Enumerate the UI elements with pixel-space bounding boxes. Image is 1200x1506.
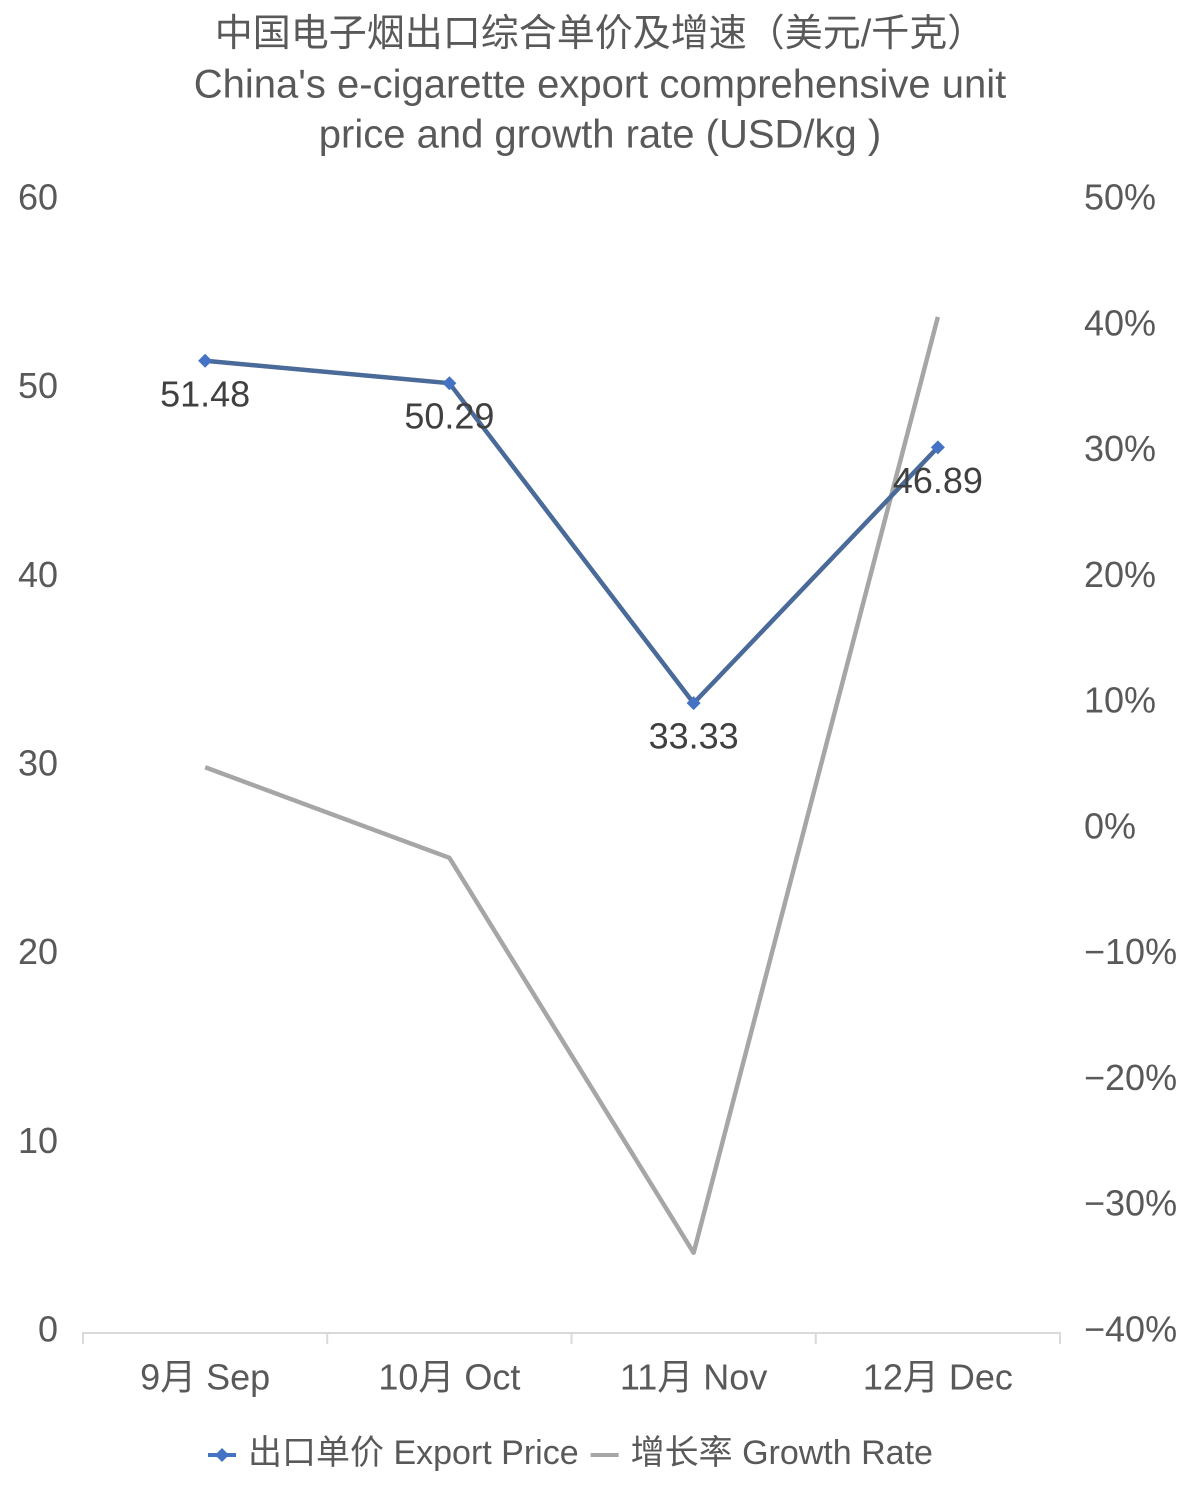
- marker: [686, 696, 701, 711]
- marker: [930, 440, 945, 455]
- y-tick-label: 10: [18, 1120, 58, 1161]
- x-tick-label: 11月 Nov: [620, 1357, 767, 1398]
- y-tick-label: 40: [18, 554, 58, 595]
- chart-title: 中国电子烟出口综合单价及增速（美元/千克）: [215, 13, 986, 55]
- chart-title: price and growth rate (USD/kg ): [319, 113, 881, 157]
- legend-marker: [215, 1448, 229, 1462]
- y-tick-label: 0: [38, 1309, 58, 1350]
- x-tick-label: 12月 Dec: [863, 1357, 1013, 1398]
- x-tick-label: 10月 Oct: [378, 1357, 520, 1398]
- y2-tick-label: 30%: [1084, 428, 1156, 469]
- y2-tick-label: −30%: [1084, 1183, 1177, 1224]
- data-label: 51.48: [160, 373, 250, 414]
- y2-tick-label: 50%: [1084, 177, 1156, 218]
- y2-tick-label: −20%: [1084, 1057, 1177, 1098]
- x-tick-label: 9月 Sep: [140, 1357, 270, 1398]
- data-label: 50.29: [404, 396, 494, 437]
- legend-label: 出口单价 Export Price: [248, 1434, 579, 1472]
- chart-title: China's e-cigarette export comprehensive…: [194, 63, 1007, 107]
- marker: [442, 376, 457, 391]
- y-tick-label: 50: [18, 365, 58, 406]
- y2-tick-label: 40%: [1084, 302, 1156, 343]
- marker: [198, 353, 213, 368]
- data-label: 46.89: [893, 460, 983, 501]
- series-line: [204, 316, 941, 1256]
- y-tick-label: 60: [18, 177, 58, 218]
- y-tick-label: 30: [18, 743, 58, 784]
- y-tick-label: 20: [18, 931, 58, 972]
- y2-tick-label: −10%: [1084, 931, 1177, 972]
- legend-label: 增长率 Growth Rate: [631, 1434, 933, 1472]
- y2-tick-label: 10%: [1084, 680, 1156, 721]
- series-line: [204, 358, 940, 706]
- y2-tick-label: 20%: [1084, 554, 1156, 595]
- y2-tick-label: 0%: [1084, 805, 1136, 846]
- data-label: 33.33: [649, 716, 739, 757]
- y2-tick-label: −40%: [1084, 1309, 1177, 1350]
